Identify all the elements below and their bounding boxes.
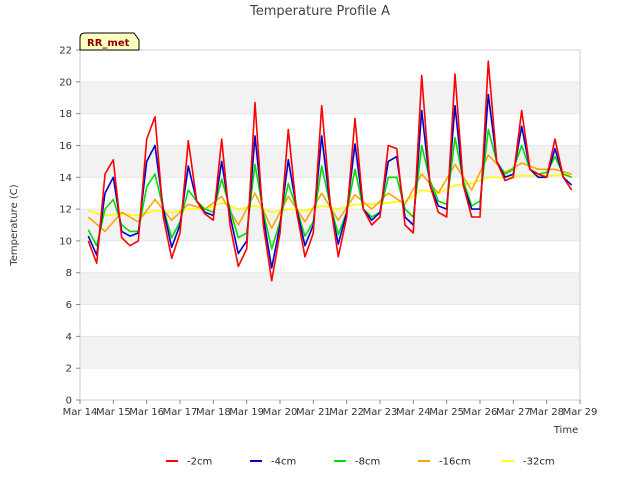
y-tick-label: 22 (59, 46, 72, 57)
legend-label: -8cm (355, 457, 380, 468)
y-tick-label: 2 (66, 364, 72, 375)
x-axis-title: Time (553, 425, 578, 436)
legend-label: -2cm (187, 457, 212, 468)
plot-area-frame (79, 49, 581, 401)
x-tick-label: Mar 22 (329, 407, 364, 418)
y-tick-label: 6 (66, 300, 72, 311)
legend-label: -16cm (439, 457, 471, 468)
x-tick-label: Mar 27 (496, 407, 531, 418)
x-tick-label: Mar 17 (163, 407, 198, 418)
x-tick-label: Mar 18 (196, 407, 231, 418)
badge-label: RR_met (87, 38, 130, 49)
legend-label: -32cm (523, 457, 555, 468)
y-axis-ticks: 0 2 4 6 8 10 12 14 16 18 20 22 (59, 46, 80, 407)
series-lines (87, 60, 573, 282)
y-axis-title: Temperature (C) (9, 184, 20, 266)
legend: -2cm -4cm -8cm -16cm -32cm (166, 457, 555, 468)
y-tick-label: 10 (59, 236, 72, 247)
grid-bands (80, 49, 580, 401)
y-tick-label: 8 (66, 268, 72, 279)
y-tick-label: 12 (59, 205, 72, 216)
grid-band (80, 209, 580, 241)
x-tick-label: Mar 24 (396, 407, 431, 418)
grid-band (80, 81, 580, 114)
grid-band (80, 272, 580, 305)
x-tick-label: Mar 23 (363, 407, 398, 418)
y-tick-label: 20 (59, 77, 72, 88)
y-tick-label: 16 (59, 141, 72, 152)
y-tick-label: 0 (66, 396, 72, 407)
x-tick-label: Mar 25 (429, 407, 464, 418)
x-tick-label: Mar 29 (563, 407, 598, 418)
x-tick-label: Mar 16 (129, 407, 164, 418)
legend-label: -4cm (271, 457, 296, 468)
badge-shape (79, 32, 140, 51)
x-tick-label: Mar 20 (263, 407, 298, 418)
x-tick-label: Mar 28 (529, 407, 564, 418)
y-tick-label: 4 (66, 332, 72, 343)
x-tick-label: Mar 15 (96, 407, 131, 418)
x-tick-label: Mar 19 (229, 407, 264, 418)
series-line-2cm (87, 60, 573, 282)
grid-band (80, 336, 580, 369)
x-tick-label: Mar 14 (63, 407, 98, 418)
site-badge: RR_met (79, 32, 140, 51)
y-tick-label: 18 (59, 109, 72, 120)
chart-title: Temperature Profile A (249, 4, 390, 19)
x-tick-label: Mar 26 (463, 407, 498, 418)
x-tick-label: Mar 21 (296, 407, 331, 418)
y-tick-label: 14 (59, 173, 72, 184)
